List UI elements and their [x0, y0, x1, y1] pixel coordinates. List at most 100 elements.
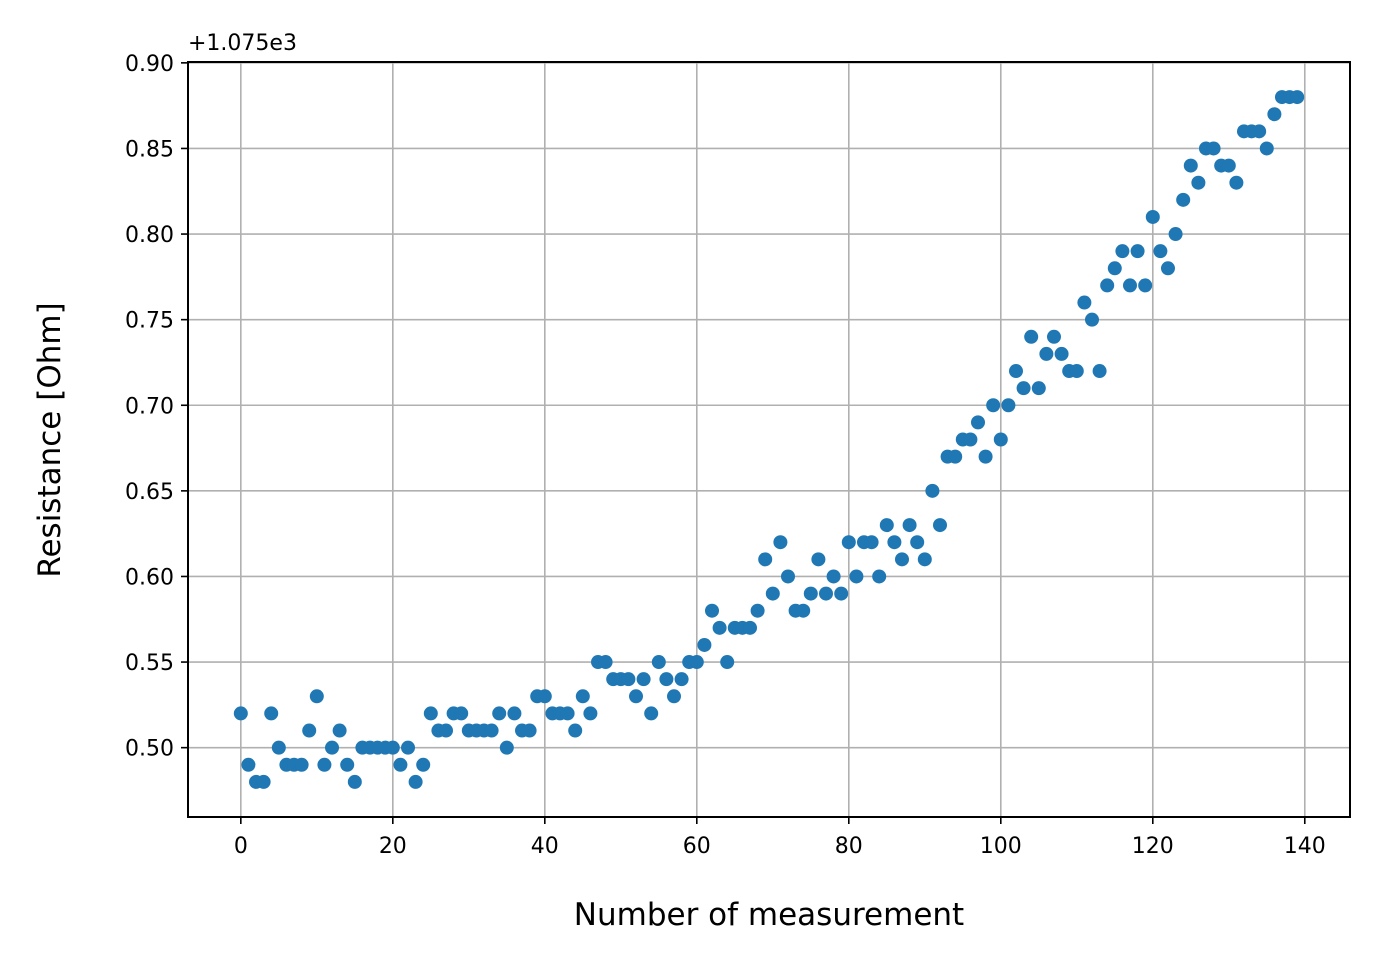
- data-point: [560, 706, 575, 721]
- x-tick-label: 140: [1284, 834, 1326, 859]
- data-point: [1206, 141, 1221, 156]
- data-point: [659, 672, 674, 687]
- data-point: [826, 569, 841, 584]
- data-point: [993, 432, 1008, 447]
- data-point: [332, 723, 347, 738]
- data-point: [1229, 175, 1244, 190]
- data-point: [1077, 295, 1092, 310]
- data-point: [902, 518, 917, 533]
- data-point: [849, 569, 864, 584]
- data-point: [765, 586, 780, 601]
- data-point: [1160, 261, 1175, 276]
- data-point: [401, 740, 416, 755]
- data-point: [1168, 227, 1183, 242]
- x-tick-label: 0: [234, 834, 248, 859]
- data-point: [484, 723, 499, 738]
- data-point: [598, 655, 613, 670]
- y-tick-label: 0.65: [125, 480, 174, 505]
- data-point: [568, 723, 583, 738]
- data-point: [720, 655, 735, 670]
- data-point: [522, 723, 537, 738]
- data-point: [393, 757, 408, 772]
- data-point: [644, 706, 659, 721]
- data-point: [689, 655, 704, 670]
- y-tick-label: 0.50: [125, 737, 174, 762]
- data-point: [256, 774, 271, 789]
- data-point: [507, 706, 522, 721]
- data-point: [1221, 158, 1236, 173]
- data-point: [818, 586, 833, 601]
- data-points: [233, 90, 1305, 789]
- data-point: [697, 637, 712, 652]
- data-point: [970, 415, 985, 430]
- data-point: [1069, 364, 1084, 379]
- data-point: [712, 620, 727, 635]
- data-point: [887, 535, 902, 550]
- data-point: [416, 757, 431, 772]
- data-point: [309, 689, 324, 704]
- data-point: [1191, 175, 1206, 190]
- data-point: [1054, 346, 1069, 361]
- data-point: [917, 552, 932, 567]
- data-point: [910, 535, 925, 550]
- plot-area-background: [188, 62, 1350, 817]
- y-tick-label: 0.85: [125, 137, 174, 162]
- data-point: [963, 432, 978, 447]
- data-point: [705, 603, 720, 618]
- data-point: [439, 723, 454, 738]
- data-point: [1267, 107, 1282, 122]
- data-point: [1122, 278, 1137, 293]
- y-tick-label: 0.75: [125, 309, 174, 334]
- data-point: [1183, 158, 1198, 173]
- axis-ticks: 0 20 40 60 80 100 120 140 0.50 0.55 0.60 0.65 0.70 0.…: [125, 52, 1326, 859]
- data-point: [325, 740, 340, 755]
- data-point: [841, 535, 856, 550]
- data-point: [925, 483, 940, 498]
- y-axis-label: Resistance [Ohm]: [32, 302, 68, 577]
- data-point: [932, 518, 947, 533]
- data-point: [894, 552, 909, 567]
- data-point: [1024, 329, 1039, 344]
- data-point: [1145, 209, 1160, 224]
- data-point: [1115, 244, 1130, 259]
- x-tick-label: 60: [683, 834, 711, 859]
- data-point: [583, 706, 598, 721]
- data-point: [1290, 90, 1305, 105]
- data-point: [811, 552, 826, 567]
- data-point: [264, 706, 279, 721]
- x-tick-label: 100: [980, 834, 1022, 859]
- data-point: [1046, 329, 1061, 344]
- data-point: [271, 740, 286, 755]
- data-point: [347, 774, 362, 789]
- data-point: [233, 706, 248, 721]
- data-point: [499, 740, 514, 755]
- data-point: [241, 757, 256, 772]
- data-point: [1259, 141, 1274, 156]
- y-tick-label: 0.60: [125, 565, 174, 590]
- y-tick-label: 0.80: [125, 223, 174, 248]
- data-point: [454, 706, 469, 721]
- data-point: [780, 569, 795, 584]
- y-tick-label: 0.70: [125, 394, 174, 419]
- x-tick-label: 120: [1132, 834, 1174, 859]
- data-point: [408, 774, 423, 789]
- data-point: [629, 689, 644, 704]
- data-point: [743, 620, 758, 635]
- data-point: [1176, 192, 1191, 207]
- data-point: [1252, 124, 1267, 139]
- x-tick-label: 80: [835, 834, 863, 859]
- data-point: [537, 689, 552, 704]
- data-point: [1031, 381, 1046, 396]
- data-point: [948, 449, 963, 464]
- data-point: [1001, 398, 1016, 413]
- data-point: [575, 689, 590, 704]
- data-point: [621, 672, 636, 687]
- data-point: [834, 586, 849, 601]
- data-point: [423, 706, 438, 721]
- x-tick-label: 20: [379, 834, 407, 859]
- data-point: [879, 518, 894, 533]
- data-point: [978, 449, 993, 464]
- data-point: [1153, 244, 1168, 259]
- y-tick-label: 0.55: [125, 651, 174, 676]
- data-point: [796, 603, 811, 618]
